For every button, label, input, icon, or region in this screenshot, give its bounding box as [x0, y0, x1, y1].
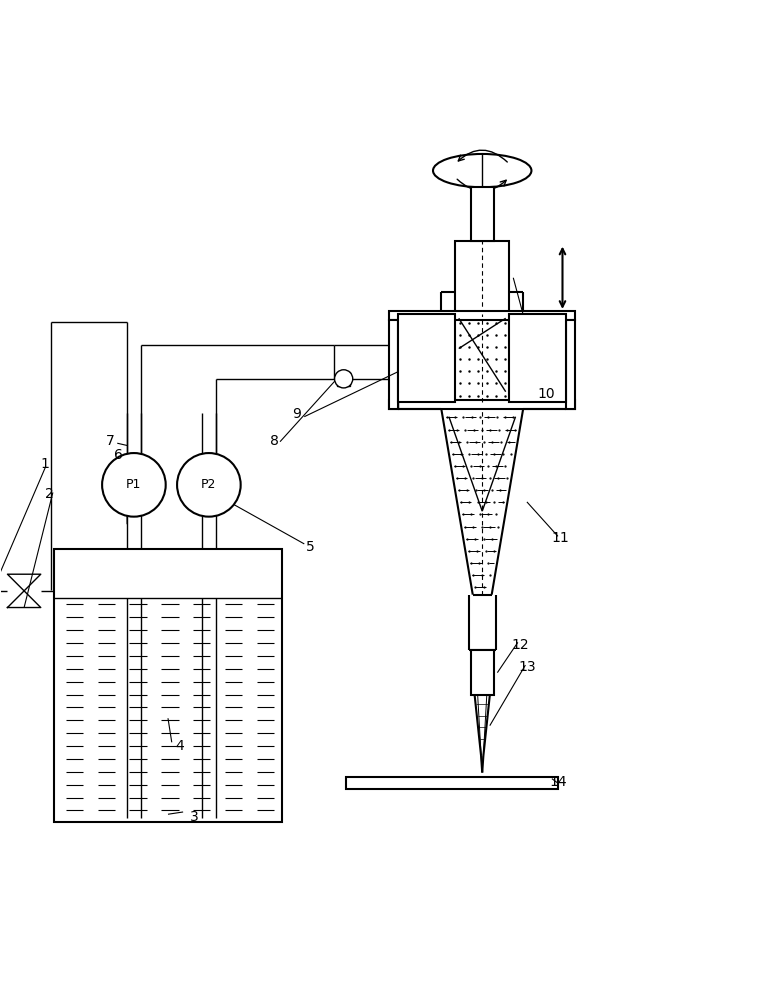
Bar [398, 314, 455, 402]
Bar [337, 372, 350, 386]
Text: 11: 11 [551, 531, 569, 545]
Text: 4: 4 [175, 739, 184, 753]
Text: 10: 10 [538, 387, 556, 401]
Bar [55, 549, 281, 822]
Bar [389, 400, 575, 409]
Text: 3: 3 [190, 810, 199, 824]
Text: 1: 1 [41, 457, 49, 471]
Bar [346, 777, 558, 789]
Text: 7: 7 [106, 434, 115, 448]
Bar [455, 241, 509, 314]
Circle shape [177, 453, 241, 517]
Text: 14: 14 [549, 775, 567, 789]
Circle shape [334, 370, 353, 388]
Bar [389, 320, 398, 409]
Text: P2: P2 [201, 478, 217, 491]
Bar [471, 650, 493, 695]
Bar [471, 187, 493, 241]
Bar [509, 314, 566, 402]
Text: 12: 12 [511, 638, 529, 652]
Text: 13: 13 [519, 660, 537, 674]
Text: P1: P1 [126, 478, 141, 491]
Text: 6: 6 [114, 448, 123, 462]
Text: 2: 2 [45, 487, 53, 501]
Text: 5: 5 [306, 540, 315, 554]
Circle shape [102, 453, 166, 517]
Bar [566, 320, 575, 409]
Text: 8: 8 [270, 434, 278, 448]
Text: 9: 9 [293, 407, 301, 421]
Bar [389, 311, 575, 320]
